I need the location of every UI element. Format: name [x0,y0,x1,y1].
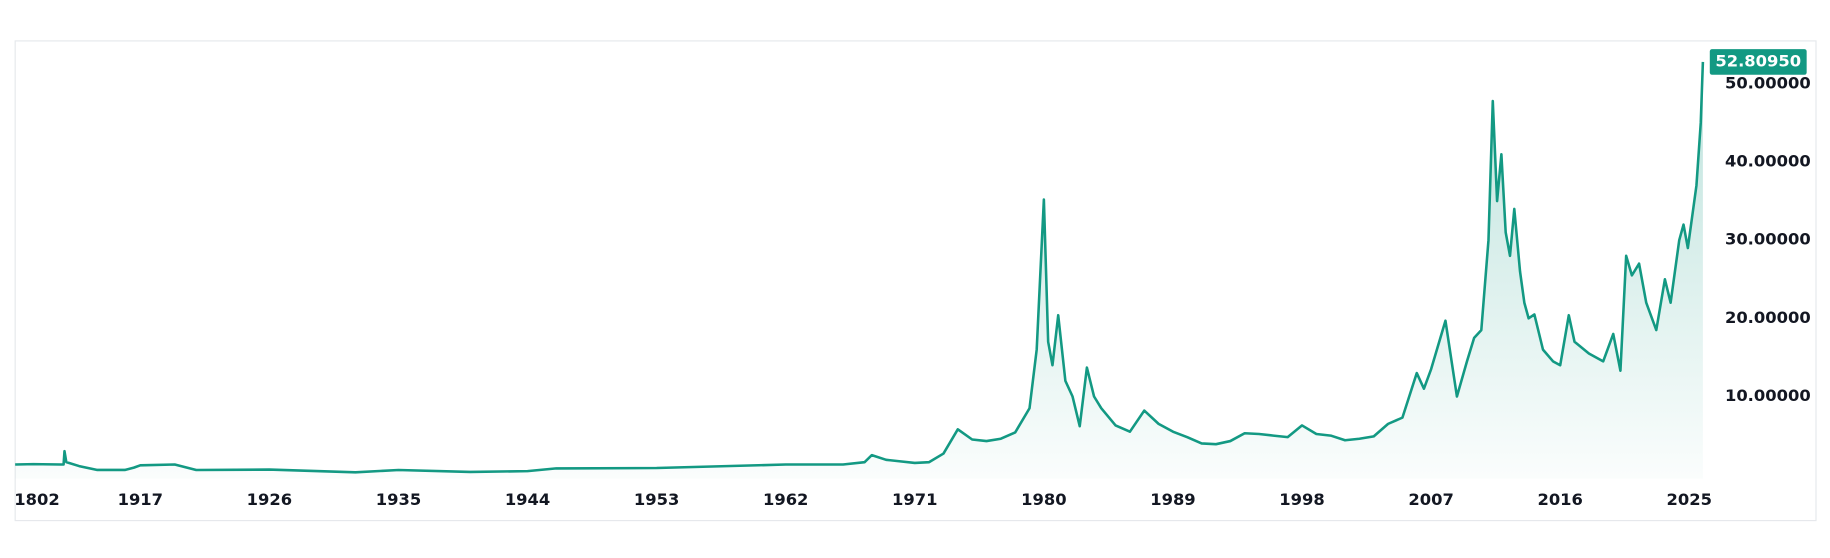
last-price-label: 52.80950 [1715,51,1801,70]
x-tick-label: 1998 [1279,490,1324,509]
y-tick-label: 20.00000 [1725,308,1811,327]
x-tick-label: 2016 [1537,490,1582,509]
x-tick-label: 1962 [763,490,808,509]
x-tick-label: 1935 [376,490,421,509]
y-tick-label: 30.00000 [1725,230,1811,249]
x-tick-label: 1926 [247,490,292,509]
x-tick-label: 2007 [1408,490,1453,509]
x-tick-label: 1917 [118,490,163,509]
x-tick-label: 2025 [1667,490,1712,509]
area [15,61,1703,479]
y-tick-label: 10.00000 [1725,386,1811,405]
x-tick-label: 1802 [14,490,59,509]
chart-frame [14,40,1817,522]
x-tick-label: 1944 [505,490,550,509]
x-tick-label: 1953 [634,490,679,509]
x-tick-label: 1989 [1150,490,1195,509]
price-line [15,61,1705,474]
last-price-tag [1709,49,1807,75]
y-tick-label: 40.00000 [1725,152,1811,171]
x-tick-label: 1980 [1021,490,1066,509]
x-tick-label: 1971 [892,490,937,509]
y-tick-label: 50.00000 [1725,73,1811,92]
